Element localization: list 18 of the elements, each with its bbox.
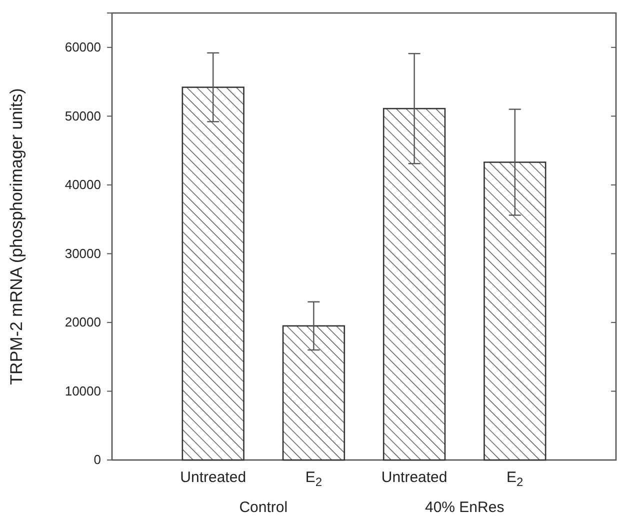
y-tick-label: 60000 bbox=[64, 40, 101, 55]
y-tick-label: 50000 bbox=[64, 108, 101, 124]
bar bbox=[484, 162, 546, 461]
x-tick-label: E$_{2}$ bbox=[506, 469, 524, 490]
y-axis-title: TRPM-2 mRNA (phosphorimager units) bbox=[7, 88, 26, 385]
y-tick-label: 40000 bbox=[64, 177, 101, 192]
x-tick-label: E$_{2}$ bbox=[305, 469, 322, 490]
x-tick-label: Untreated bbox=[381, 469, 448, 486]
text: Control bbox=[239, 499, 288, 516]
x-tick-label: Untreated bbox=[180, 469, 246, 486]
text: 40% EnRes bbox=[424, 499, 504, 516]
y-tick-label: 30000 bbox=[64, 246, 101, 261]
y-tick-label: 10000 bbox=[64, 383, 101, 398]
bar bbox=[182, 86, 244, 461]
bar bbox=[282, 325, 346, 461]
y-tick-label: 0 bbox=[94, 452, 101, 468]
bar bbox=[382, 108, 446, 461]
y-tick-label: 20000 bbox=[64, 314, 101, 330]
